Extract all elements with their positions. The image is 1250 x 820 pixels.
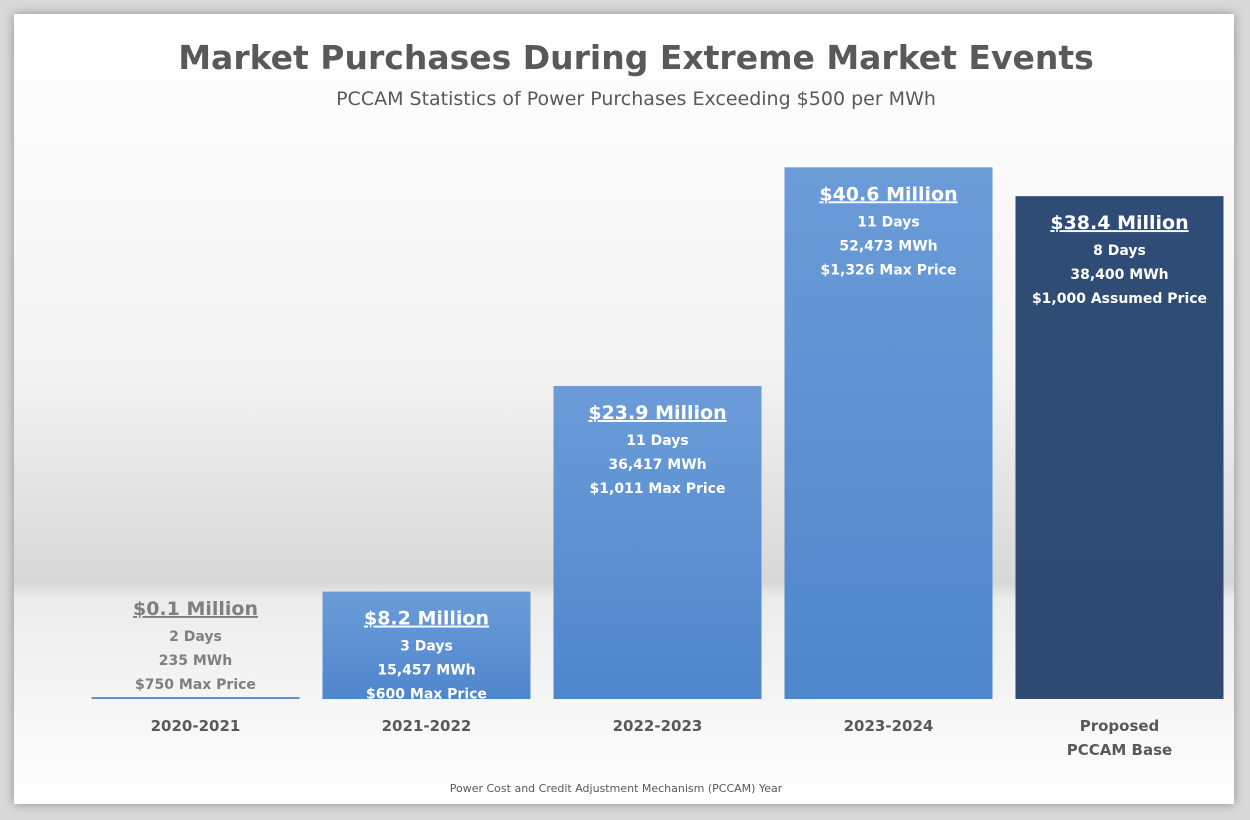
bar-1-detail-label: $750 Max Price (135, 677, 256, 693)
bar-3 (553, 386, 762, 699)
bar-2-detail-label: $600 Max Price (366, 687, 487, 703)
bar-2-amount-label: $8.2 Million (364, 608, 489, 630)
chart-title: Market Purchases During Extreme Market E… (178, 38, 1094, 77)
bar-5-detail-label: 8 Days (1093, 243, 1146, 259)
chart-subtitle: PCCAM Statistics of Power Purchases Exce… (336, 88, 936, 110)
bar-3-detail-label: 36,417 MWh (608, 457, 706, 473)
bar-5-detail-label: 38,400 MWh (1070, 267, 1168, 283)
x-tick-label: 2023-2024 (844, 717, 934, 735)
bar-4 (784, 167, 993, 700)
bars-group: $0.1 Million 2 Days 235 MWh $750 Max Price 2… (91, 167, 1224, 759)
bar-5-detail-label: $1,000 Assumed Price (1032, 291, 1207, 307)
bar-2 (322, 591, 531, 699)
x-tick-label: PCCAM Base (1067, 741, 1172, 759)
bar-1-detail-label: 235 MWh (159, 653, 232, 669)
bar-4-detail-label: $1,326 Max Price (821, 262, 957, 278)
bar-chart: Market Purchases During Extreme Market E… (14, 14, 1234, 804)
bar-3-detail-label: $1,011 Max Price (590, 481, 726, 497)
bar-3-amount-label: $23.9 Million (588, 402, 726, 424)
x-tick-label: 2022-2023 (613, 717, 703, 735)
bar-1-amount-label: $0.1 Million (133, 598, 258, 620)
bar-1 (91, 697, 300, 699)
bar-1-detail-label: 2 Days (169, 629, 222, 645)
x-tick-label: Proposed (1080, 717, 1160, 735)
x-tick-label: 2021-2022 (382, 717, 472, 735)
bar-3-detail-label: 11 Days (626, 433, 688, 449)
bar-2-detail-label: 3 Days (400, 639, 453, 655)
bar-4-detail-label: 52,473 MWh (839, 238, 937, 254)
bar-2-detail-label: 15,457 MWh (377, 663, 475, 679)
bar-5 (1015, 196, 1224, 699)
bar-5-amount-label: $38.4 Million (1050, 212, 1188, 234)
bar-4-amount-label: $40.6 Million (819, 183, 957, 205)
chart-frame: Market Purchases During Extreme Market E… (14, 14, 1234, 804)
bar-4-detail-label: 11 Days (857, 214, 919, 230)
x-axis-label: Power Cost and Credit Adjustment Mechani… (450, 782, 783, 795)
x-tick-label: 2020-2021 (151, 717, 241, 735)
